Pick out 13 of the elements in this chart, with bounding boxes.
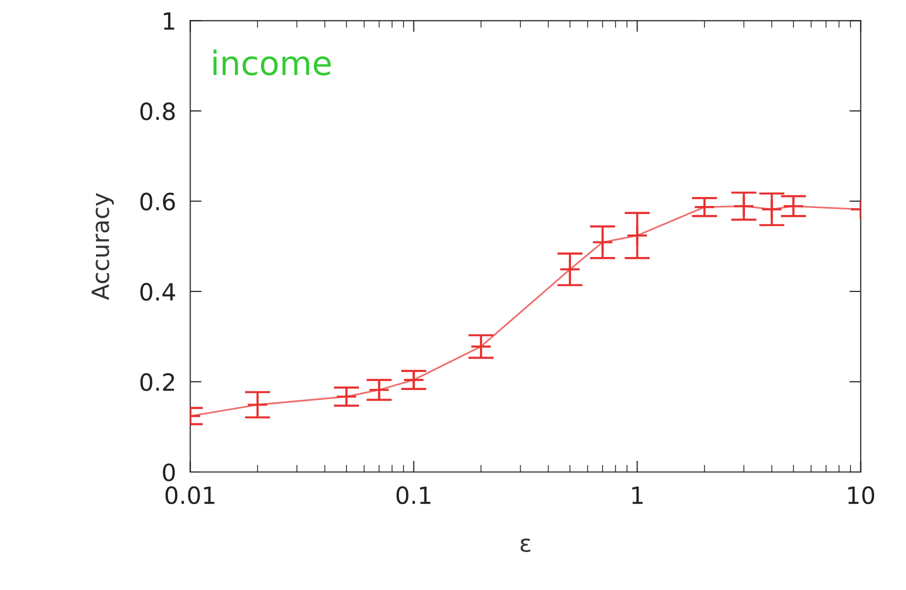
y-tick-label: 0 — [162, 463, 175, 482]
y-tick-label: 0.8 — [140, 102, 175, 120]
x-axis-title: ε — [520, 538, 530, 552]
y-tick-label: 0.4 — [140, 282, 176, 301]
annotation: income — [214, 50, 331, 76]
x-tick-label: 10 — [848, 486, 874, 504]
y-axis-title: Accuracy — [92, 193, 114, 300]
x-tick-label: 1 — [632, 486, 643, 504]
y-tick-label: 1 — [164, 12, 174, 30]
y-tick-label: 0.2 — [140, 373, 174, 392]
y-tick-label: 0.6 — [140, 192, 175, 210]
x-tick-label: 0.01 — [166, 486, 214, 504]
x-tick-label: 0.1 — [396, 486, 430, 504]
